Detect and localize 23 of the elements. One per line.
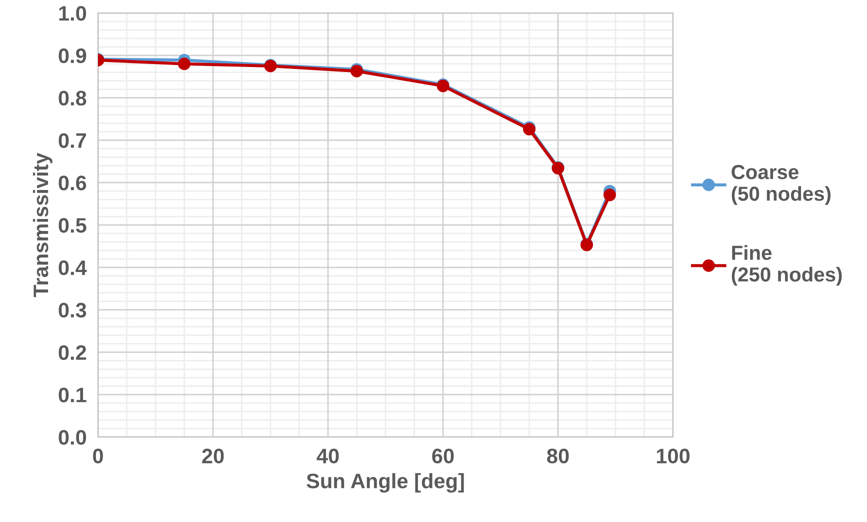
point [604,188,616,202]
y-tick-label: 0.7 [58,133,86,148]
x-tick-label: 0 [93,448,103,464]
y-tick-label: 1.0 [59,6,86,21]
y-tick-label: 0.1 [58,388,86,402]
y-tick-label: 0.8 [58,90,86,106]
y-tick-label: 0.0 [58,430,86,445]
y-tick-label: 0.3 [58,302,86,318]
legend-label: Fine (250 nodes) [732,245,842,286]
point [178,58,190,70]
x-tick-label: 60 [432,448,454,464]
y-tick-label: 0.4 [58,260,87,276]
x-tick-label: 80 [547,448,569,464]
x-tick-label: 20 [202,448,224,464]
y-tick-label: 0.6 [58,176,86,190]
y-tick-label: 0.5 [58,218,86,233]
legend-label: Coarse (50 nodes) [732,164,831,205]
y-axis-title: Transmissivity [32,152,52,298]
x-tick-label: 40 [316,448,339,464]
y-tick-label: 0.9 [58,48,86,64]
x-tick-label: 100 [656,448,690,464]
y-tick-label: 0.2 [58,345,86,360]
x-axis-title: Sun Angle [deg] [306,473,464,493]
